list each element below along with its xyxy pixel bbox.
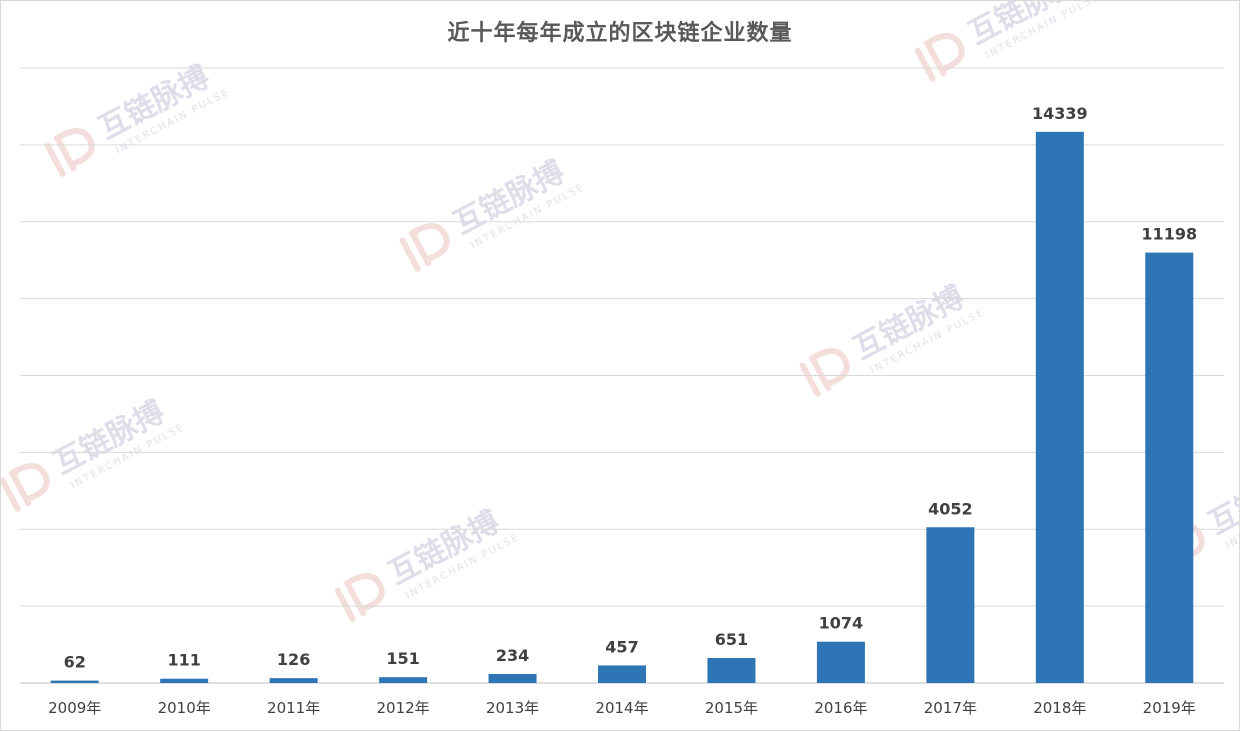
watermark-brand-en: INTERCHAIN PULSE <box>984 1 1102 61</box>
x-tick-label: 2018年 <box>1033 699 1086 717</box>
watermark-brand-cn: 互链脉搏 <box>1203 454 1239 541</box>
bar-2019年 <box>1145 252 1194 683</box>
watermark-ip-icon <box>799 347 850 397</box>
x-tick-label: 2016年 <box>814 699 867 717</box>
bar-2012年 <box>379 677 428 683</box>
chart-title: 近十年每年成立的区块链企业数量 <box>447 21 793 46</box>
x-tick-label: 2013年 <box>486 699 539 717</box>
bar-2017年 <box>926 527 975 683</box>
x-tick-label: 2017年 <box>924 699 977 717</box>
bar-2013年 <box>488 674 537 683</box>
watermark-brand-cn: 互链脉搏 <box>448 154 570 241</box>
data-label: 111 <box>167 651 200 670</box>
watermark-brand-en: INTERCHAIN PULSE <box>114 87 232 157</box>
bar-2009年 <box>50 680 99 683</box>
watermark-ip-icon <box>914 32 965 82</box>
data-label: 126 <box>277 650 310 669</box>
data-label: 62 <box>64 653 86 672</box>
data-label: 651 <box>715 630 748 649</box>
bar-2015年 <box>707 657 756 683</box>
watermark-ip-icon <box>44 127 95 177</box>
bar-2014年 <box>598 665 646 683</box>
watermark-brand-en: INTERCHAIN PULSE <box>869 307 987 377</box>
bar-2018年 <box>1035 131 1084 684</box>
data-label: 151 <box>386 649 419 668</box>
watermark-brand-cn: 互链脉搏 <box>93 59 215 146</box>
data-label: 14339 <box>1032 104 1088 123</box>
watermark-brand-en: INTERCHAIN PULSE <box>1224 482 1239 552</box>
x-tick-label: 2009年 <box>48 699 101 717</box>
watermark-brand-cn: 互链脉搏 <box>963 1 1085 52</box>
x-tick-label: 2011年 <box>267 699 320 717</box>
watermark-ip-icon <box>399 222 450 272</box>
watermark-ip-icon <box>1 462 50 512</box>
data-label: 1074 <box>819 614 864 633</box>
x-tick-label: 2014年 <box>595 699 648 717</box>
x-tick-label: 2019年 <box>1143 699 1196 717</box>
x-tick-label: 2010年 <box>158 699 211 717</box>
bar-2010年 <box>160 678 209 683</box>
data-label: 11198 <box>1141 225 1197 244</box>
x-tick-label: 2015年 <box>705 699 758 717</box>
watermark-brand-en: INTERCHAIN PULSE <box>69 422 187 492</box>
watermark-brand-en: INTERCHAIN PULSE <box>469 182 587 252</box>
bar-2011年 <box>269 678 318 683</box>
data-label: 234 <box>496 646 529 665</box>
x-tick-label: 2012年 <box>376 699 429 717</box>
watermark-brand-en: INTERCHAIN PULSE <box>404 532 522 602</box>
watermark-brand-cn: 互链脉搏 <box>48 394 170 481</box>
watermark-brand-cn: 互链脉搏 <box>383 504 505 591</box>
data-label: 457 <box>605 637 638 656</box>
watermark-brand-cn: 互链脉搏 <box>848 279 970 366</box>
watermark-ip-icon <box>334 572 385 622</box>
data-label: 4052 <box>928 499 973 518</box>
bar-2016年 <box>816 641 865 683</box>
